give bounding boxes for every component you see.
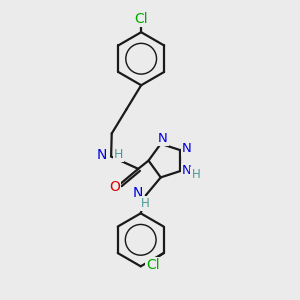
Text: Cl: Cl [134,12,148,26]
Text: N: N [97,148,107,162]
Text: N: N [182,142,192,155]
Text: H: H [114,148,123,161]
Text: Cl: Cl [146,258,160,272]
Text: N: N [158,132,168,145]
Text: O: O [109,180,120,194]
Text: N: N [133,186,143,200]
Text: H: H [191,168,200,181]
Text: N: N [182,164,192,178]
Text: H: H [141,197,149,210]
